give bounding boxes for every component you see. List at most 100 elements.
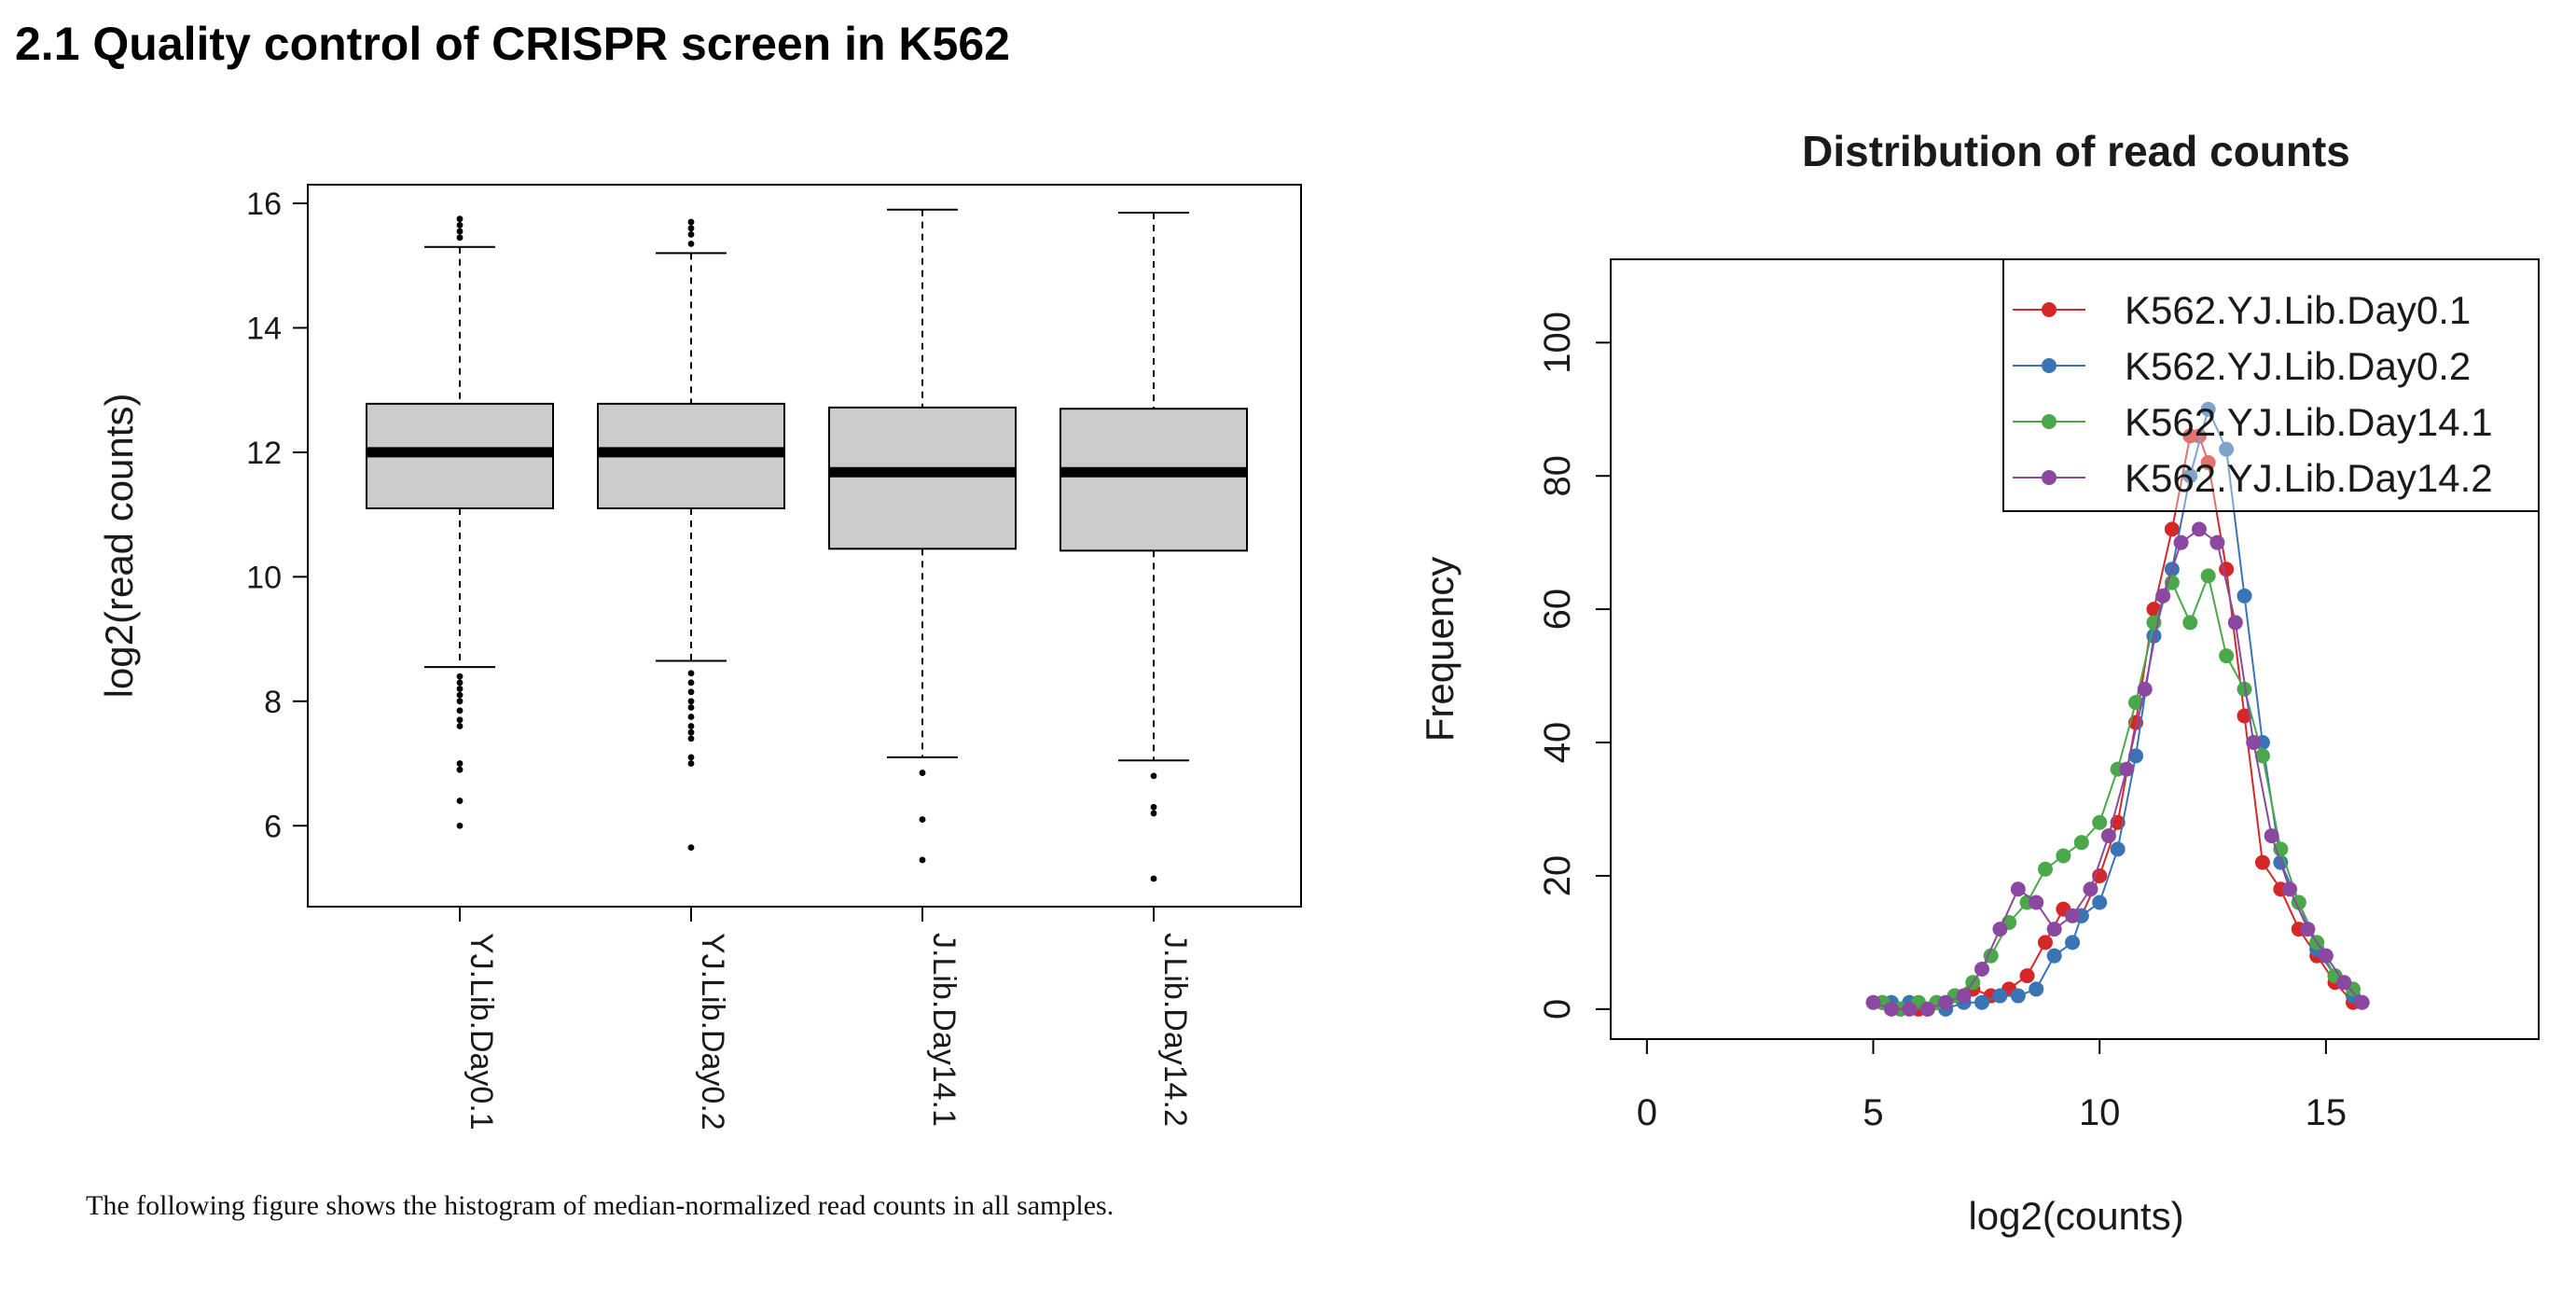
legend-box <box>2002 258 2540 512</box>
data-point <box>2092 814 2108 830</box>
outlier-point <box>456 673 464 680</box>
data-point <box>2065 908 2081 923</box>
data-point <box>2200 401 2216 417</box>
legend-label: K562.YJ.Lib.Day14.1 <box>2125 400 2493 444</box>
section-title: 2.1 Quality control of CRISPR screen in … <box>15 18 1010 70</box>
y-tick-label: 6 <box>264 809 282 844</box>
data-point <box>2128 748 2144 764</box>
outlier-point <box>687 679 695 687</box>
data-point <box>2119 761 2135 777</box>
series-3 <box>1875 568 2361 1017</box>
data-point <box>2128 695 2144 711</box>
data-point <box>2037 861 2053 877</box>
legend-label: K562.YJ.Lib.Day0.2 <box>2125 344 2471 388</box>
outlier-point <box>687 670 695 677</box>
data-point <box>2164 521 2180 537</box>
data-point <box>2254 748 2270 764</box>
y-axis: 0 20 40 60 80 100 <box>1537 312 1612 1020</box>
data-point <box>2046 922 2062 937</box>
data-point <box>2092 895 2108 910</box>
outlier-point <box>687 723 695 729</box>
data-point <box>2182 468 2198 484</box>
data-point <box>1938 994 1954 1010</box>
data-point <box>2200 454 2216 470</box>
outlier-point <box>456 698 464 705</box>
boxplot-chart: 6 8 10 12 14 16 log2(read counts) YJ.Lib.Day0.1… <box>97 184 1302 1131</box>
x-tick-label: J.Lib.Day14.1 <box>926 933 962 1127</box>
data-point <box>2336 975 2352 991</box>
outlier-point <box>687 760 695 767</box>
data-point <box>2209 534 2225 550</box>
outlier-point <box>919 770 926 776</box>
outlier-point <box>687 240 695 247</box>
interquartile-box <box>828 406 1017 550</box>
x-tick-label: J.Lib.Day14.2 <box>1157 933 1193 1127</box>
x-tick-label: YJ.Lib.Day0.2 <box>695 933 730 1131</box>
data-point <box>1992 988 2008 1004</box>
legend-label: K562.YJ.Lib.Day0.1 <box>2125 288 2471 332</box>
outlier-point <box>687 704 695 711</box>
data-point <box>2073 835 2089 851</box>
data-point <box>2200 568 2216 584</box>
y-axis: 6 8 10 12 14 16 <box>246 187 309 844</box>
box-3 <box>828 208 1017 864</box>
series-line <box>1873 528 2363 1010</box>
data-point <box>2029 895 2044 910</box>
data-point <box>1865 994 1881 1010</box>
data-point <box>2037 935 2053 950</box>
y-tick-label: 60 <box>1537 589 1578 631</box>
outlier-point <box>456 228 464 235</box>
y-tick-label: 100 <box>1537 312 1578 374</box>
y-tick-label: 10 <box>246 560 282 595</box>
outlier-point <box>687 225 695 232</box>
y-tick-label: 40 <box>1537 722 1578 764</box>
outlier-point <box>687 698 695 705</box>
outlier-point <box>456 686 464 692</box>
x-tick-label: 5 <box>1863 1092 1883 1133</box>
y-tick-label: 16 <box>246 187 282 222</box>
outlier-point <box>456 691 464 699</box>
data-point <box>2056 848 2071 864</box>
data-point <box>2237 588 2252 603</box>
legend-label: K562.YJ.Lib.Day14.2 <box>2125 456 2493 500</box>
data-point <box>2318 948 2334 964</box>
interquartile-box <box>1059 408 1248 552</box>
outlier-point <box>456 234 464 242</box>
y-tick-label: 80 <box>1537 455 1578 497</box>
outlier-point <box>456 707 464 714</box>
box-4 <box>1059 212 1248 882</box>
chart-title: Distribution of read counts <box>1802 127 2350 175</box>
data-point <box>2019 968 2035 984</box>
outlier-point <box>687 844 695 852</box>
outlier-point <box>456 723 464 729</box>
outlier-point <box>919 856 926 864</box>
legend: K562.YJ.Lib.Day0.1 K562.YJ.Lib.Day0.2 K562… <box>2002 258 2540 512</box>
series-line <box>1881 572 2354 1010</box>
data-point <box>1883 1001 1899 1017</box>
data-point <box>2010 988 2026 1004</box>
outlier-point <box>687 230 695 238</box>
data-point <box>2010 881 2026 897</box>
outlier-point <box>687 688 695 696</box>
data-point <box>2300 922 2316 937</box>
data-point <box>2110 841 2126 857</box>
data-point <box>1992 922 2008 937</box>
y-tick-label: 20 <box>1537 855 1578 897</box>
data-point <box>2246 735 2262 751</box>
series-4 <box>1865 521 2370 1017</box>
outlier-point <box>456 716 464 724</box>
legend-marker <box>2042 414 2057 429</box>
data-point <box>2182 615 2198 631</box>
outlier-point <box>687 754 695 761</box>
outlier-point <box>1150 772 1157 780</box>
outlier-point <box>456 679 464 687</box>
data-point <box>2065 935 2081 950</box>
x-tick-label: 15 <box>2306 1092 2347 1133</box>
data-point <box>1919 1001 1935 1017</box>
outlier-point <box>456 215 464 223</box>
outlier-point <box>1150 803 1157 811</box>
y-axis-label: log2(read counts) <box>97 394 141 699</box>
outlier-point <box>687 218 695 226</box>
y-tick-label: 14 <box>246 311 282 346</box>
data-point <box>2173 534 2189 550</box>
